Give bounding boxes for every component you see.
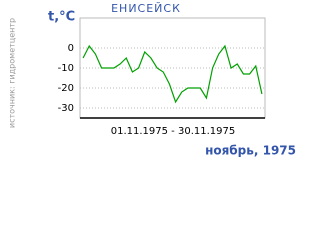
- y-tick-label: -20: [58, 83, 74, 94]
- y-tick-label: -10: [58, 63, 74, 74]
- chart: ЕНИСЕЙСК t,°C источник: гидрометцентр 01…: [8, 2, 297, 158]
- y-tick-label: -30: [58, 103, 74, 114]
- source-label: источник: гидрометцентр: [8, 18, 17, 128]
- page: {"chart_data": {"type": "line", "title":…: [7, 2, 297, 158]
- period-label: ноябрь, 1975: [205, 144, 296, 158]
- chart-title: ЕНИСЕЙСК: [111, 2, 181, 15]
- y-tick-label: 0: [68, 43, 74, 54]
- y-axis-label: t,°C: [48, 10, 75, 25]
- temperature-line: [82, 44, 263, 104]
- x-axis-label: 01.11.1975 - 30.11.1975: [111, 126, 235, 137]
